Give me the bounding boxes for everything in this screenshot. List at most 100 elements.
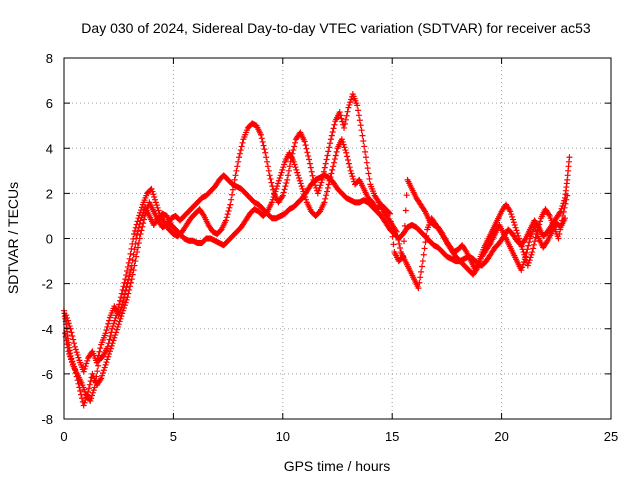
data-point [295, 172, 302, 179]
data-point [325, 181, 332, 188]
data-point [363, 159, 370, 166]
data-point [421, 207, 428, 214]
data-point [326, 144, 333, 151]
data-point [129, 257, 136, 264]
data-point [345, 104, 352, 111]
data-point [155, 207, 162, 214]
data-point [386, 209, 393, 216]
data-point [132, 258, 139, 265]
data-point [509, 216, 516, 223]
data-point [68, 329, 75, 336]
data-point [522, 253, 529, 260]
data-point [94, 368, 101, 375]
data-point [387, 218, 394, 225]
data-point [342, 116, 349, 123]
data-point [123, 284, 130, 291]
data-point [521, 236, 528, 243]
data-point [271, 191, 278, 198]
data-point [339, 138, 346, 145]
data-point [556, 209, 563, 216]
data-point [135, 224, 142, 231]
data-point [89, 389, 96, 396]
data-point [280, 164, 287, 171]
data-point [420, 251, 427, 258]
data-point [388, 226, 395, 233]
data-point [393, 228, 400, 235]
data-point [226, 204, 233, 211]
data-point [137, 230, 144, 237]
data-point [365, 170, 372, 177]
data-point [134, 249, 141, 256]
data-point [110, 337, 117, 344]
data-point [516, 238, 523, 245]
data-point [531, 238, 538, 245]
data-point [301, 191, 308, 198]
series-trace-3 [63, 136, 569, 375]
data-point [80, 368, 87, 375]
data-point [68, 356, 75, 363]
data-point [338, 136, 345, 143]
data-point [362, 154, 369, 161]
data-point [132, 240, 139, 247]
data-point [126, 255, 133, 262]
data-point [349, 173, 356, 180]
data-point [299, 185, 306, 192]
data-point [200, 211, 207, 218]
data-point [520, 249, 527, 256]
data-point [328, 132, 335, 139]
data-point [96, 348, 103, 355]
data-point [125, 277, 132, 284]
data-point [321, 199, 328, 206]
data-point [555, 235, 562, 242]
data-point [341, 120, 348, 127]
data-point [331, 156, 338, 163]
data-point [272, 188, 279, 195]
data-point [118, 313, 125, 320]
data-point [90, 387, 97, 394]
data-point [291, 161, 298, 168]
data-point [517, 240, 524, 247]
data-point [257, 131, 264, 138]
data-point [319, 176, 326, 183]
data-point [152, 196, 159, 203]
data-point [126, 286, 133, 293]
data-point [227, 201, 234, 208]
data-point [70, 336, 77, 343]
data-point [395, 236, 402, 243]
data-point [328, 170, 335, 177]
data-point [111, 317, 118, 324]
y-tick-label: -2 [41, 277, 53, 292]
data-point [347, 99, 354, 106]
data-point [122, 287, 129, 294]
data-point [232, 172, 239, 179]
data-point [262, 149, 269, 156]
data-point [509, 213, 516, 220]
data-points-layer [61, 91, 573, 409]
data-point [292, 164, 299, 171]
data-point [102, 330, 109, 337]
data-point [109, 325, 116, 332]
data-point [330, 125, 337, 132]
data-point [81, 399, 88, 406]
data-point [438, 229, 445, 236]
data-point [290, 158, 297, 165]
data-point [402, 207, 409, 214]
data-point [108, 329, 115, 336]
data-point [326, 177, 333, 184]
data-point [138, 214, 145, 221]
data-point [134, 244, 141, 251]
data-point [127, 266, 134, 273]
data-point [281, 186, 288, 193]
data-point [127, 283, 134, 290]
data-point [106, 336, 113, 343]
data-point [316, 184, 323, 191]
data-point [154, 204, 161, 211]
data-point [64, 314, 71, 321]
data-point [507, 208, 514, 215]
data-point [325, 148, 332, 155]
data-point [341, 144, 348, 151]
data-point [417, 274, 424, 281]
data-point [62, 330, 69, 337]
data-point [71, 340, 78, 347]
data-point [277, 172, 284, 179]
